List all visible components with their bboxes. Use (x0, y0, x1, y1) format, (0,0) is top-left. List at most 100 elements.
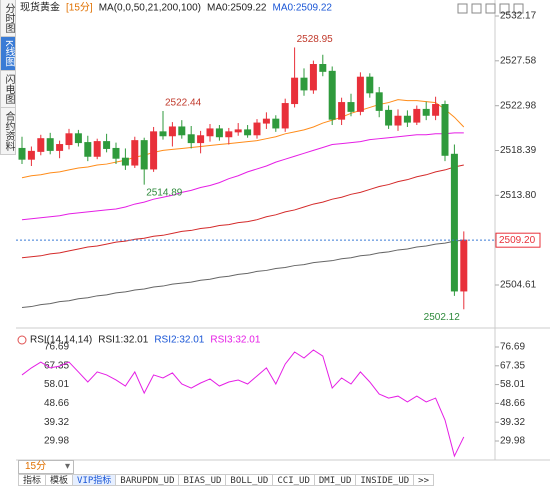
header-text: [15分] (66, 2, 93, 14)
indicator-tab[interactable]: BARUPDN_UD (115, 474, 180, 486)
y-tick-label: 2518.39 (500, 145, 537, 156)
y-tick-label: 2527.58 (500, 55, 537, 66)
candle-body (356, 76, 364, 112)
y-tick-label: 76.69 (500, 342, 525, 353)
candle-body (37, 138, 45, 152)
ma-line (21, 239, 464, 309)
candle-body (56, 144, 64, 151)
ma-line (21, 132, 464, 221)
candle-body (300, 77, 308, 91)
candle-body (131, 140, 139, 166)
extreme-label: 2502.12 (424, 312, 461, 323)
icon[interactable] (485, 3, 496, 14)
candle-body (225, 131, 233, 138)
header-text: MA(0,0,50,21,200,100) (99, 3, 201, 14)
y-tick-label: 2532.17 (500, 11, 537, 22)
candle-body (281, 103, 289, 129)
y-tick-label: 2513.80 (500, 190, 537, 201)
toolbar-icons (457, 3, 524, 14)
sidebar-tab[interactable]: 合约资料 (0, 107, 16, 155)
indicator-tab[interactable]: DMI_UD (313, 474, 357, 486)
candle-body (272, 118, 280, 129)
indicator-tab[interactable]: 指标 (18, 474, 47, 486)
candle-body (366, 76, 374, 94)
extreme-label: 2522.44 (165, 98, 202, 109)
last-price-label: 2509.20 (499, 235, 536, 246)
indicator-tab[interactable]: >> (413, 474, 435, 486)
candle-body (309, 64, 317, 91)
y-tick-label-left: 76.69 (44, 342, 69, 353)
candle-body (460, 239, 468, 292)
candle-body (84, 142, 92, 157)
settings-icon[interactable] (17, 335, 27, 345)
candle-body (347, 102, 355, 112)
candle-body (432, 104, 440, 116)
header-text: 现货黄金 (20, 1, 60, 14)
last-price-box (495, 232, 541, 248)
y-tick-label: 58.01 (500, 379, 525, 390)
candle-body (168, 126, 176, 137)
candle-body (187, 134, 195, 144)
ma-line (21, 99, 465, 179)
extreme-label: 2514.89 (146, 187, 183, 198)
sidebar: 分时图 K线图 闪电图 合约资料 (0, 0, 16, 155)
y-tick-label: 39.32 (500, 417, 525, 428)
candle-body (206, 128, 214, 137)
header-text: MA0:2509.22 (207, 3, 267, 14)
y-tick-label: 29.98 (500, 436, 525, 447)
indicator-tab[interactable]: CCI_UD (272, 474, 315, 486)
candle-body (403, 115, 411, 123)
candle-body (27, 150, 35, 160)
indicator-tab[interactable]: BIAS_UD (178, 474, 227, 486)
y-tick-label: 2504.61 (500, 280, 537, 291)
period-select[interactable]: 15分 (18, 460, 74, 474)
header-text: RSI2:32.01 (154, 335, 204, 346)
candle-body (262, 118, 270, 124)
icon[interactable] (513, 3, 524, 14)
candle-body (112, 147, 120, 159)
candle-body (234, 129, 242, 133)
sidebar-tab[interactable]: K线图 (0, 37, 16, 71)
candle-body (197, 135, 205, 144)
sidebar-tab[interactable]: 闪电图 (0, 70, 16, 108)
candle-body (385, 109, 393, 126)
header-text: RSI(14,14,14) (30, 335, 92, 346)
indicator-tab[interactable]: INSIDE_UD (355, 474, 415, 486)
candle-body (74, 133, 82, 144)
icon[interactable] (457, 3, 468, 14)
y-tick-label-left: 58.01 (44, 379, 69, 390)
candle-body (46, 138, 54, 151)
indicator-tab[interactable]: BOLL_UD (225, 474, 274, 486)
header-text: RSI3:32.01 (210, 335, 260, 346)
candle-body (93, 141, 101, 157)
chart: 2532.17 2527.58 2522.98 2518.39 2513.80 2509.… (16, 0, 550, 461)
y-tick-label-left: 48.66 (44, 398, 69, 409)
candle-body (103, 141, 111, 149)
indicator-tab[interactable]: VIP指标 (72, 474, 117, 486)
y-tick-label-left: 39.32 (44, 417, 69, 428)
candle-body (140, 140, 148, 170)
y-tick-label: 48.66 (500, 398, 525, 409)
candle-body (65, 133, 73, 146)
candle-body (121, 157, 129, 166)
sidebar-tab[interactable]: 分时图 (0, 0, 16, 37)
candle-body (319, 64, 327, 72)
rsi-line (21, 349, 465, 458)
candle-body (244, 129, 252, 136)
candle-body (159, 131, 167, 137)
y-tick-label-left: 29.98 (44, 436, 69, 447)
extreme-label: 2528.95 (297, 34, 334, 45)
candle-body (394, 115, 402, 126)
header-text: MA0:2509.22 (272, 3, 332, 14)
y-tick-label: 2522.98 (500, 100, 537, 111)
candle-body (253, 122, 261, 136)
y-tick-label: 67.35 (500, 360, 525, 371)
ma-line (21, 164, 464, 259)
icon[interactable] (499, 3, 510, 14)
candle-body (375, 92, 383, 111)
header-text: RSI1:32.01 (98, 335, 148, 346)
candle-body (328, 70, 336, 120)
icon[interactable] (471, 3, 482, 14)
candle-body (291, 77, 299, 105)
indicator-tab[interactable]: 模板 (45, 474, 74, 486)
